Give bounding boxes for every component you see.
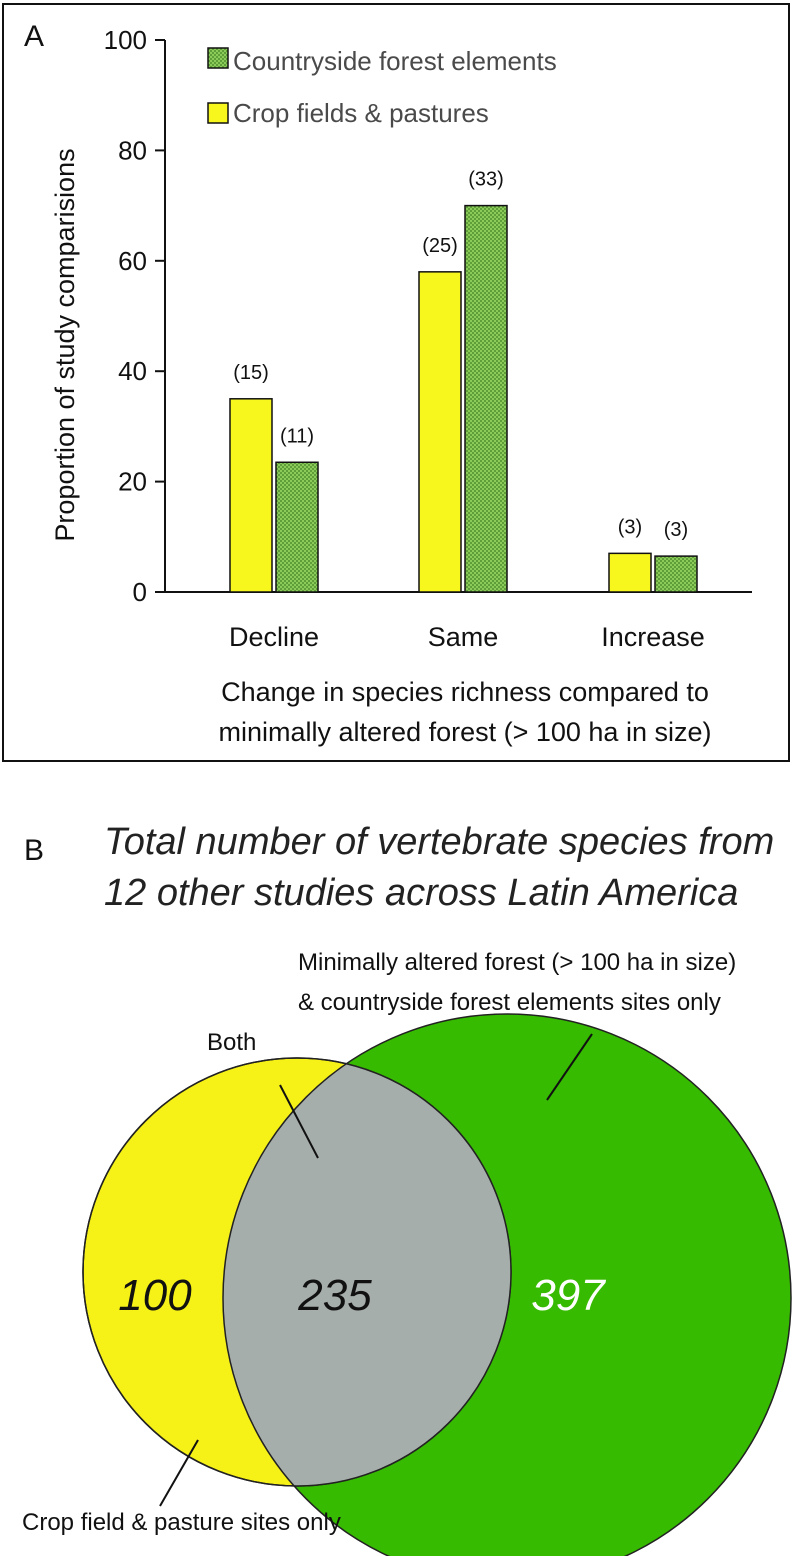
- venn-crop-outline: [82, 1057, 512, 1487]
- venn-label-forest-line2: & countryside forest elements sites only: [298, 989, 721, 1016]
- category-label-decline: Decline: [229, 622, 319, 652]
- venn-forest-outline: [222, 1058, 511, 1486]
- bar-chart: 0 20 40 60 80 100 (15) (11) (25) (33) (3) (3) Decl…: [50, 25, 752, 747]
- venn-value-both: 235: [297, 1271, 372, 1320]
- category-label-increase: Increase: [601, 622, 705, 652]
- y-tick-label-0: 0: [133, 577, 147, 607]
- venn-leader-crop: [159, 1439, 199, 1507]
- venn-diagram: 100 235 397 Minimally altered forest (> …: [22, 949, 792, 1556]
- venn-label-forest-line1: Minimally altered forest (> 100 ha in si…: [298, 949, 736, 976]
- venn-overlap-region: [223, 1058, 511, 1486]
- legend-swatch-crop: [207, 102, 229, 124]
- y-tick-label-5: 100: [104, 25, 147, 55]
- x-axis-label-line1: Change in species richness compared to: [221, 677, 709, 707]
- data-label-0-2: (3): [618, 516, 642, 538]
- data-label-1-0: (11): [280, 425, 314, 447]
- panel-b-label: B: [24, 834, 44, 867]
- legend-swatch-forest: [207, 47, 229, 69]
- legend-label-crop: Crop fields & pastures: [233, 98, 489, 128]
- venn-leader-both: [279, 1084, 319, 1159]
- data-label-1-2: (3): [664, 519, 688, 541]
- bar-crop-fields-pastures-decline: [229, 398, 273, 593]
- venn-label-both: Both: [207, 1029, 256, 1056]
- bar-countryside-forest-elements-decline: [275, 461, 319, 593]
- y-tick-label-2: 40: [118, 356, 147, 386]
- data-label-0-0: (15): [233, 362, 269, 384]
- x-axis-label-line2: minimally altered forest (> 100 ha in si…: [219, 717, 712, 747]
- bar-crop-fields-pastures-increase: [608, 552, 652, 593]
- venn-leader-forest: [546, 1033, 593, 1101]
- bar-countryside-forest-elements-same: [464, 204, 508, 593]
- y-axis-label: Proportion of study comparisions: [50, 148, 80, 541]
- legend: Countryside forest elements Crop fields …: [207, 46, 557, 128]
- panel-a-label: A: [24, 20, 44, 53]
- category-labels: Decline Same Increase: [229, 622, 705, 652]
- data-label-1-1: (33): [468, 169, 504, 191]
- bars: [229, 204, 698, 593]
- data-labels: (15) (11) (25) (33) (3) (3): [233, 169, 688, 542]
- y-ticks: 0 20 40 60 80 100: [104, 25, 165, 607]
- venn-title-line2: 12 other studies across Latin America: [104, 872, 738, 914]
- panel-a-frame: [2, 3, 790, 762]
- y-tick-label-4: 80: [118, 135, 147, 165]
- y-tick-label-3: 60: [118, 246, 147, 276]
- venn-value-crop: 100: [118, 1271, 192, 1320]
- data-label-0-1: (25): [422, 235, 458, 257]
- venn-label-crop: Crop field & pasture sites only: [22, 1509, 341, 1536]
- venn-value-forest: 397: [531, 1271, 606, 1320]
- legend-label-forest: Countryside forest elements: [233, 46, 557, 76]
- y-tick-label-1: 20: [118, 467, 147, 497]
- category-label-same: Same: [428, 622, 499, 652]
- venn-title-line1: Total number of vertebrate species from: [104, 821, 774, 863]
- bar-countryside-forest-elements-increase: [654, 555, 698, 593]
- bar-crop-fields-pastures-same: [418, 271, 462, 593]
